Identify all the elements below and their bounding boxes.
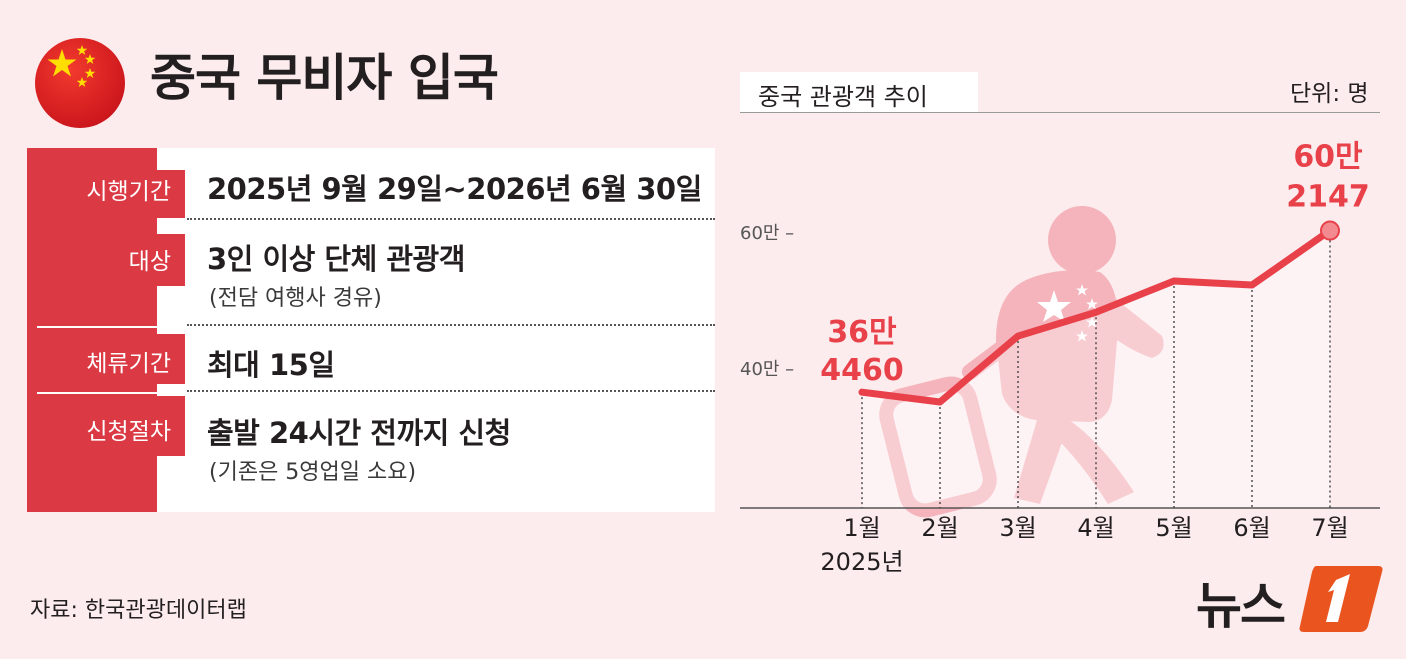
label-procedure: 신청절차	[86, 419, 171, 445]
y-tick-label: 40만 –	[740, 359, 794, 380]
data-label: 2147	[1286, 180, 1370, 215]
label-tab	[157, 234, 185, 286]
period-value: 2025년 9월 29일~2026년 6월 30일	[207, 172, 702, 206]
series-line	[858, 227, 1334, 406]
x-tick-label: 3월	[999, 514, 1036, 542]
x-tick-label: 5월	[1155, 514, 1192, 542]
chart-title-box	[740, 72, 978, 112]
label-period: 시행기간	[86, 179, 171, 205]
chart-area	[862, 230, 1330, 508]
data-label: 36만	[827, 315, 897, 350]
label-divider	[37, 326, 171, 328]
unit-label: 단위: 명	[1290, 81, 1369, 107]
label-column	[27, 148, 157, 512]
flag-stars-icon	[1037, 284, 1098, 342]
data-point	[1320, 220, 1340, 241]
label-tab	[157, 396, 185, 456]
x-year-label: 2025년	[820, 548, 903, 576]
news1-logo-icon	[1299, 566, 1383, 632]
stay-value: 최대 15일	[207, 348, 335, 382]
chart-title: 중국 관광객 추이	[758, 83, 928, 111]
target-note: (전담 여행사 경유)	[209, 286, 382, 311]
label-tab	[157, 170, 185, 218]
source-note: 자료: 한국관광데이터랩	[30, 598, 247, 623]
x-tick-label: 4월	[1077, 514, 1114, 542]
label-divider	[37, 392, 171, 394]
label-tab	[157, 334, 185, 384]
x-tick-label: 1월	[843, 514, 880, 542]
logo-wordmark: 뉴스	[1196, 577, 1286, 635]
target-value: 3인 이상 단체 관광객	[207, 242, 465, 276]
row-divider	[187, 390, 715, 392]
label-target: 대상	[128, 249, 171, 275]
row-divider	[187, 324, 715, 326]
row-divider	[187, 218, 715, 220]
x-tick-label: 6월	[1233, 514, 1270, 542]
procedure-note: (기존은 5영업일 소요)	[209, 460, 417, 485]
label-stay: 체류기간	[86, 351, 171, 377]
info-panel: 시행기간 대상 체류기간 신청절차 2025년 9월 29일~2026년 6월 …	[27, 148, 715, 512]
y-tick-label: 60만 –	[740, 223, 794, 244]
procedure-value: 출발 24시간 전까지 신청	[207, 416, 511, 450]
x-tick-label: 7월	[1311, 514, 1348, 542]
data-label: 60만	[1293, 140, 1363, 175]
chart-top-rule	[740, 112, 1380, 113]
data-label: 4460	[820, 353, 904, 388]
x-tick-label: 2월	[921, 514, 958, 542]
china-flag-icon	[35, 38, 125, 128]
page-title: 중국 무비자 입국	[150, 49, 499, 107]
